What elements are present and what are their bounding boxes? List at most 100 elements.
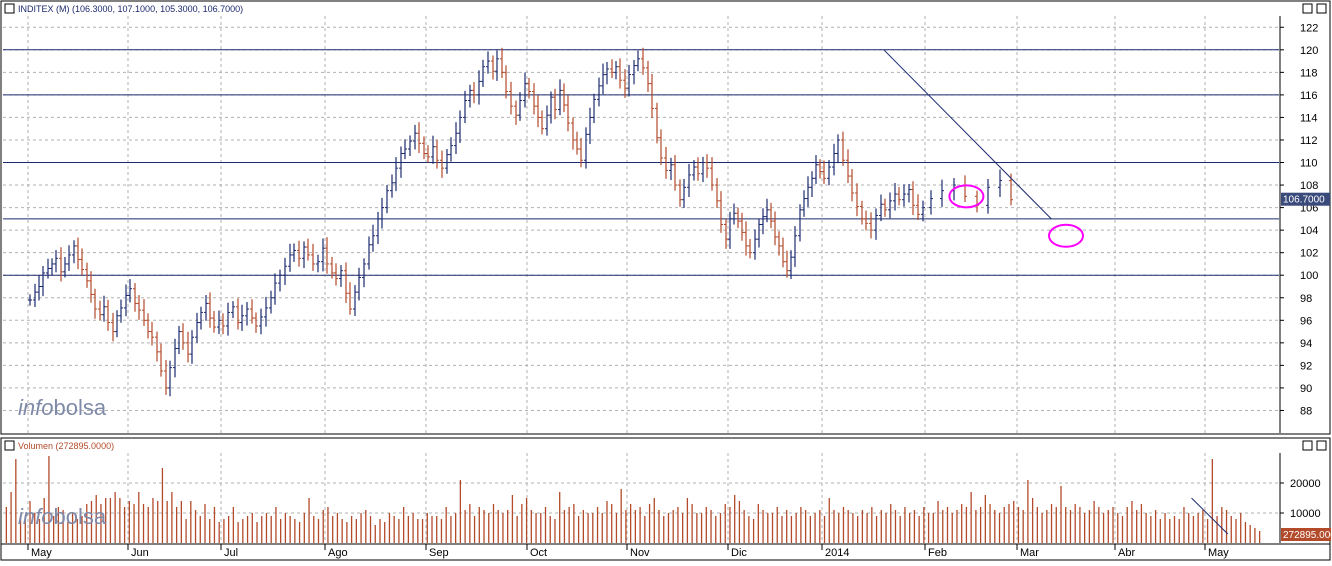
ohlc-bar xyxy=(325,237,329,274)
volume-trendline xyxy=(1191,497,1229,535)
ohlc-bar xyxy=(893,183,897,211)
ohlc-bar xyxy=(394,157,398,192)
ohlc-bar xyxy=(540,110,544,135)
price-annotations xyxy=(883,49,1084,248)
price-axis-label: 90 xyxy=(1300,383,1312,395)
ohlc-bar xyxy=(669,157,673,181)
ohlc-bar xyxy=(929,190,933,215)
ohlc-bar xyxy=(841,131,845,166)
ohlc-bar xyxy=(916,194,920,220)
ohlc-bar xyxy=(802,190,806,217)
volume-annotations xyxy=(1191,497,1229,535)
ohlc-bar xyxy=(532,83,536,115)
ohlc-bar xyxy=(650,73,654,119)
price-axis-label: 104 xyxy=(1300,225,1318,237)
price-axis-label: 114 xyxy=(1300,112,1318,124)
ohlc-bar xyxy=(321,238,325,272)
ohlc-bar xyxy=(736,207,740,229)
ohlc-bar xyxy=(269,290,273,314)
ohlc-bar xyxy=(705,154,709,178)
ohlc-bar xyxy=(632,59,636,85)
price-axis-label: 116 xyxy=(1300,90,1318,102)
ohlc-bar xyxy=(793,226,797,267)
price-panel-maximize-button[interactable] xyxy=(1302,3,1313,14)
ohlc-bar xyxy=(579,137,583,168)
ohlc-bar xyxy=(89,271,93,303)
ohlc-bar xyxy=(769,202,773,229)
ohlc-bar xyxy=(940,179,944,207)
volume-axis-label: 10000 xyxy=(1290,508,1321,520)
ohlc-bar xyxy=(696,157,700,181)
ohlc-bar xyxy=(810,171,814,198)
ohlc-bar xyxy=(646,60,650,92)
ohlc-bar xyxy=(142,299,146,326)
ohlc-bar xyxy=(422,136,426,160)
ohlc-bar xyxy=(435,139,439,169)
ohlc-bar xyxy=(710,157,714,191)
price-panel-close-button[interactable] xyxy=(1316,3,1327,14)
price-panel-frame xyxy=(0,0,1331,435)
ohlc-bar xyxy=(119,299,123,323)
ohlc-bar xyxy=(798,204,802,242)
ohlc-bar xyxy=(186,331,190,363)
ohlc-bar xyxy=(765,198,769,223)
ohlc-bar xyxy=(168,360,172,397)
ohlc-bar xyxy=(785,250,789,278)
ohlc-bar xyxy=(250,299,254,324)
price-panel-title: INDITEX (M) (106.3000, 107.1000, 105.300… xyxy=(18,4,243,14)
price-axis-label: 100 xyxy=(1300,270,1318,282)
ohlc-bar xyxy=(869,212,873,239)
ohlc-bar xyxy=(353,285,357,317)
ohlc-bar xyxy=(155,331,159,362)
ohlc-bar xyxy=(673,155,677,191)
ohlc-bar xyxy=(259,308,263,335)
ohlc-bar xyxy=(385,185,389,214)
ohlc-bar xyxy=(63,256,67,278)
ohlc-bar xyxy=(491,55,495,80)
ohlc-bar xyxy=(921,200,925,222)
ohlc-bar xyxy=(463,90,467,124)
ohlc-bar xyxy=(719,191,723,233)
volume-panel-maximize-button[interactable] xyxy=(1302,440,1313,451)
ohlc-bar xyxy=(292,243,296,262)
ohlc-bar xyxy=(566,95,570,132)
ohlc-bar xyxy=(330,256,334,279)
ohlc-bar xyxy=(836,134,840,164)
price-axis-label: 94 xyxy=(1300,338,1312,350)
price-axis-label: 118 xyxy=(1300,67,1318,79)
price-axis-label: 102 xyxy=(1300,248,1318,260)
ohlc-bar xyxy=(655,102,659,144)
ohlc-bar xyxy=(860,200,864,225)
volume-panel-menu-box[interactable] xyxy=(4,440,15,451)
time-axis-label: Dic xyxy=(731,547,747,559)
ohlc-bar xyxy=(217,310,221,335)
time-axis-label: Nov xyxy=(630,547,650,559)
ohlc-bar xyxy=(518,92,522,121)
time-axis-label: Jun xyxy=(131,547,149,559)
volume-panel-close-button[interactable] xyxy=(1316,440,1327,451)
ohlc-bar xyxy=(562,83,566,113)
ohlc-bar xyxy=(115,310,119,338)
ohlc-bar xyxy=(553,88,557,120)
time-axis-label: May xyxy=(31,547,52,559)
price-axis-label: 112 xyxy=(1300,135,1318,147)
price-panel-menu-box[interactable] xyxy=(4,3,15,14)
volume-panel-title: Volumen (272895.0000) xyxy=(18,441,114,451)
ohlc-bar xyxy=(846,149,850,184)
volume-last-value-tag: 272895.0000 xyxy=(1281,528,1332,541)
time-axis-label: Ago xyxy=(328,547,348,559)
ohlc-bar xyxy=(297,240,301,267)
ohlc-bar xyxy=(500,47,504,78)
time-axis-ticks: May Jun Jul Ago Sep Oct Nov Dic 2014 Feb Mar Abr May xyxy=(27,544,1229,559)
ohlc-bar xyxy=(822,160,826,184)
ohlc-bar xyxy=(864,210,868,231)
ohlc-bar xyxy=(93,288,97,319)
ohlc-bar xyxy=(641,47,645,75)
price-axis-label: 88 xyxy=(1300,405,1312,417)
ohlc-bar xyxy=(37,275,41,301)
ohlc-bar xyxy=(740,212,744,241)
ohlc-bar xyxy=(212,311,216,333)
ohlc-bar xyxy=(164,359,168,395)
ohlc-bar xyxy=(59,247,63,282)
